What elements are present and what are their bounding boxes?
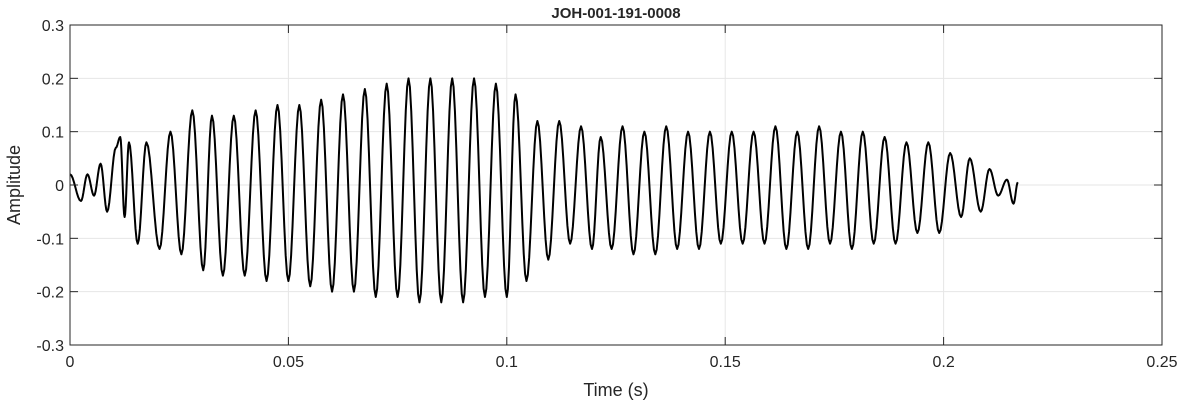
y-tick-label: 0.1 — [42, 125, 64, 142]
y-tick-label: -0.1 — [36, 231, 64, 248]
y-axis-label: Amplitude — [4, 145, 24, 225]
x-tick-label: 0.2 — [932, 354, 954, 371]
series-line — [69, 77, 1019, 304]
x-tick-label: 0 — [66, 354, 75, 371]
x-tick-label: 0.05 — [273, 354, 304, 371]
axis-ticks: 0 0.05 0.1 0.15 0.2 0.25 -0.3 -0.2 -0.1 0 0.1 0.2 0.… — [36, 18, 1177, 371]
y-tick-label: 0.2 — [42, 71, 64, 88]
x-tick-label: 0.25 — [1146, 354, 1177, 371]
y-tick-label: -0.2 — [36, 285, 64, 302]
y-tick-label: 0 — [55, 178, 64, 195]
y-tick-label: 0.3 — [42, 18, 64, 35]
chart-title: JOH-001-191-0008 — [551, 5, 680, 22]
x-tick-label: 0.1 — [496, 354, 518, 371]
x-tick-label: 0.15 — [710, 354, 741, 371]
y-tick-label: -0.3 — [36, 338, 64, 355]
x-axis-label: Time (s) — [583, 380, 648, 400]
